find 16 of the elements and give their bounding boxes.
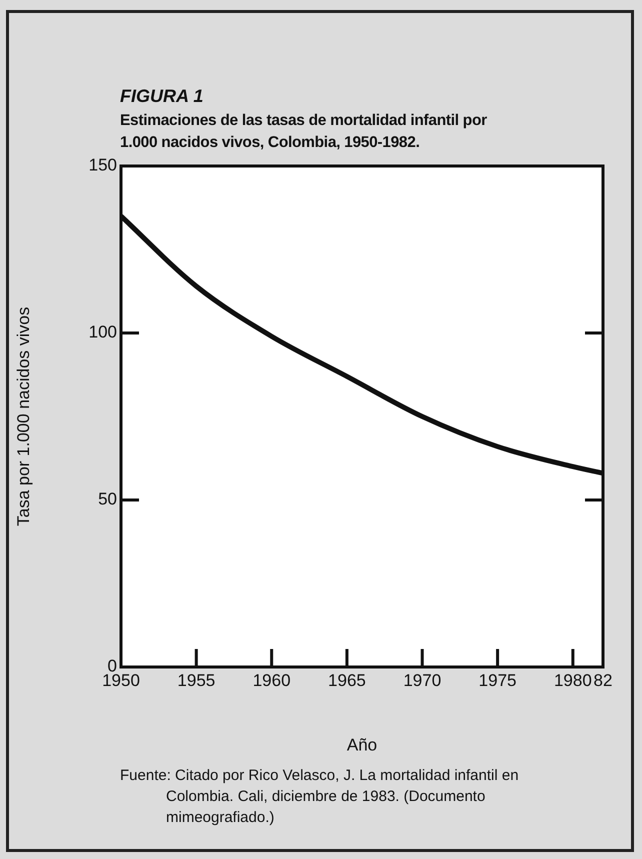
y-tick-label: 50	[98, 490, 117, 509]
x-tick-label: 1980	[554, 670, 592, 690]
source-note: Fuente: Citado por Rico Velasco, J. La mortalidad infantil en Colombia. Cali, diciembre de 1983. (Documento mimeografiado.)	[120, 766, 520, 828]
y-axis-title: Tasa por 1.000 nacidos vivos	[14, 306, 33, 526]
chart-subtitle: Estimaciones de las tasas de mortalidad infantil por 1.000 nacidos vivos, Colombia, 1950-1982.	[120, 111, 488, 153]
y-tick-label: 150	[88, 156, 117, 175]
x-tick-label: 82	[594, 670, 612, 690]
x-tick-label: 1975	[478, 670, 516, 690]
x-tick-label: 1965	[328, 670, 366, 690]
x-tick-label: 1950	[102, 670, 140, 690]
chart-title: FIGURA 1	[120, 86, 204, 107]
y-tick-label: 100	[88, 322, 117, 342]
x-tick-label: 1955	[177, 670, 216, 690]
x-axis-title: Año	[346, 735, 378, 754]
x-tick-label: 1960	[252, 670, 291, 690]
x-tick-label: 1970	[403, 670, 442, 690]
